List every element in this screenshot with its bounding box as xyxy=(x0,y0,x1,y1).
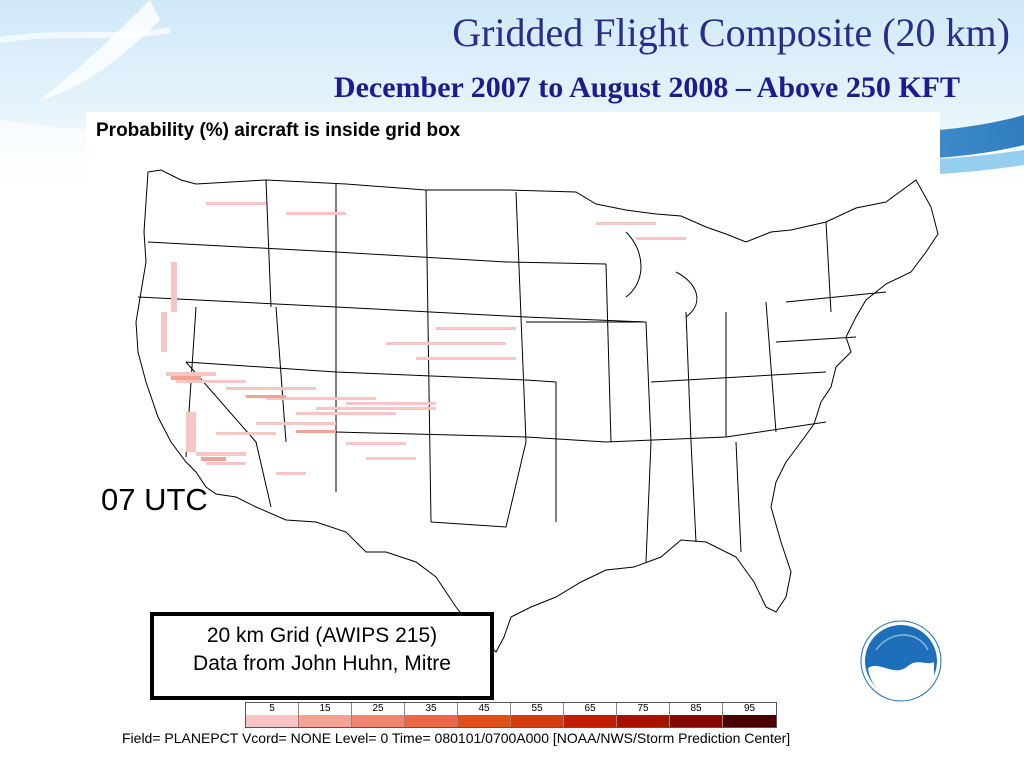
noaa-logo xyxy=(860,620,942,702)
info-box: 20 km Grid (AWIPS 215) Data from John Hu… xyxy=(150,612,494,700)
legend-swatch xyxy=(246,715,298,727)
legend-item: 35 xyxy=(405,703,458,727)
map-panel xyxy=(86,112,940,700)
legend-swatch xyxy=(458,715,510,727)
legend-label: 85 xyxy=(670,703,722,715)
legend-swatch xyxy=(511,715,563,727)
legend-item: 25 xyxy=(352,703,405,727)
legend-label: 95 xyxy=(723,703,776,715)
time-label: 07 UTC xyxy=(101,482,208,517)
legend-swatch xyxy=(405,715,457,727)
legend-label: 5 xyxy=(246,703,298,715)
map-heading: Probability (%) aircraft is inside grid … xyxy=(96,120,461,141)
page-subtitle: December 2007 to August 2008 – Above 250… xyxy=(333,71,960,104)
page-title: Gridded Flight Composite (20 km) xyxy=(452,10,1010,55)
legend-item: 55 xyxy=(511,703,564,727)
legend-label: 15 xyxy=(299,703,351,715)
color-legend: 5 15 25 35 45 55 65 75 85 95 xyxy=(245,702,777,728)
us-state-map xyxy=(135,169,939,653)
legend-label: 75 xyxy=(617,703,669,715)
legend-label: 55 xyxy=(511,703,563,715)
legend-item: 85 xyxy=(670,703,723,727)
legend-swatch xyxy=(670,715,722,727)
flight-density-overlay xyxy=(161,202,686,475)
legend-item: 65 xyxy=(564,703,617,727)
legend-item: 5 xyxy=(246,703,299,727)
legend-label: 65 xyxy=(564,703,616,715)
legend-item: 95 xyxy=(723,703,776,727)
legend-swatch xyxy=(723,715,776,727)
legend-label: 35 xyxy=(405,703,457,715)
legend-label: 45 xyxy=(458,703,510,715)
legend-swatch xyxy=(617,715,669,727)
info-box-line-2: Data from John Huhn, Mitre xyxy=(193,652,451,675)
legend-label: 25 xyxy=(352,703,404,715)
info-box-line-1: 20 km Grid (AWIPS 215) xyxy=(206,624,438,647)
legend-item: 75 xyxy=(617,703,670,727)
legend-swatch xyxy=(564,715,616,727)
legend-item: 45 xyxy=(458,703,511,727)
legend-swatch xyxy=(352,715,404,727)
legend-item: 15 xyxy=(299,703,352,727)
legend-swatch xyxy=(299,715,351,727)
footer-metadata: Field= PLANEPCT Vcord= NONE Level= 0 Tim… xyxy=(122,730,791,746)
